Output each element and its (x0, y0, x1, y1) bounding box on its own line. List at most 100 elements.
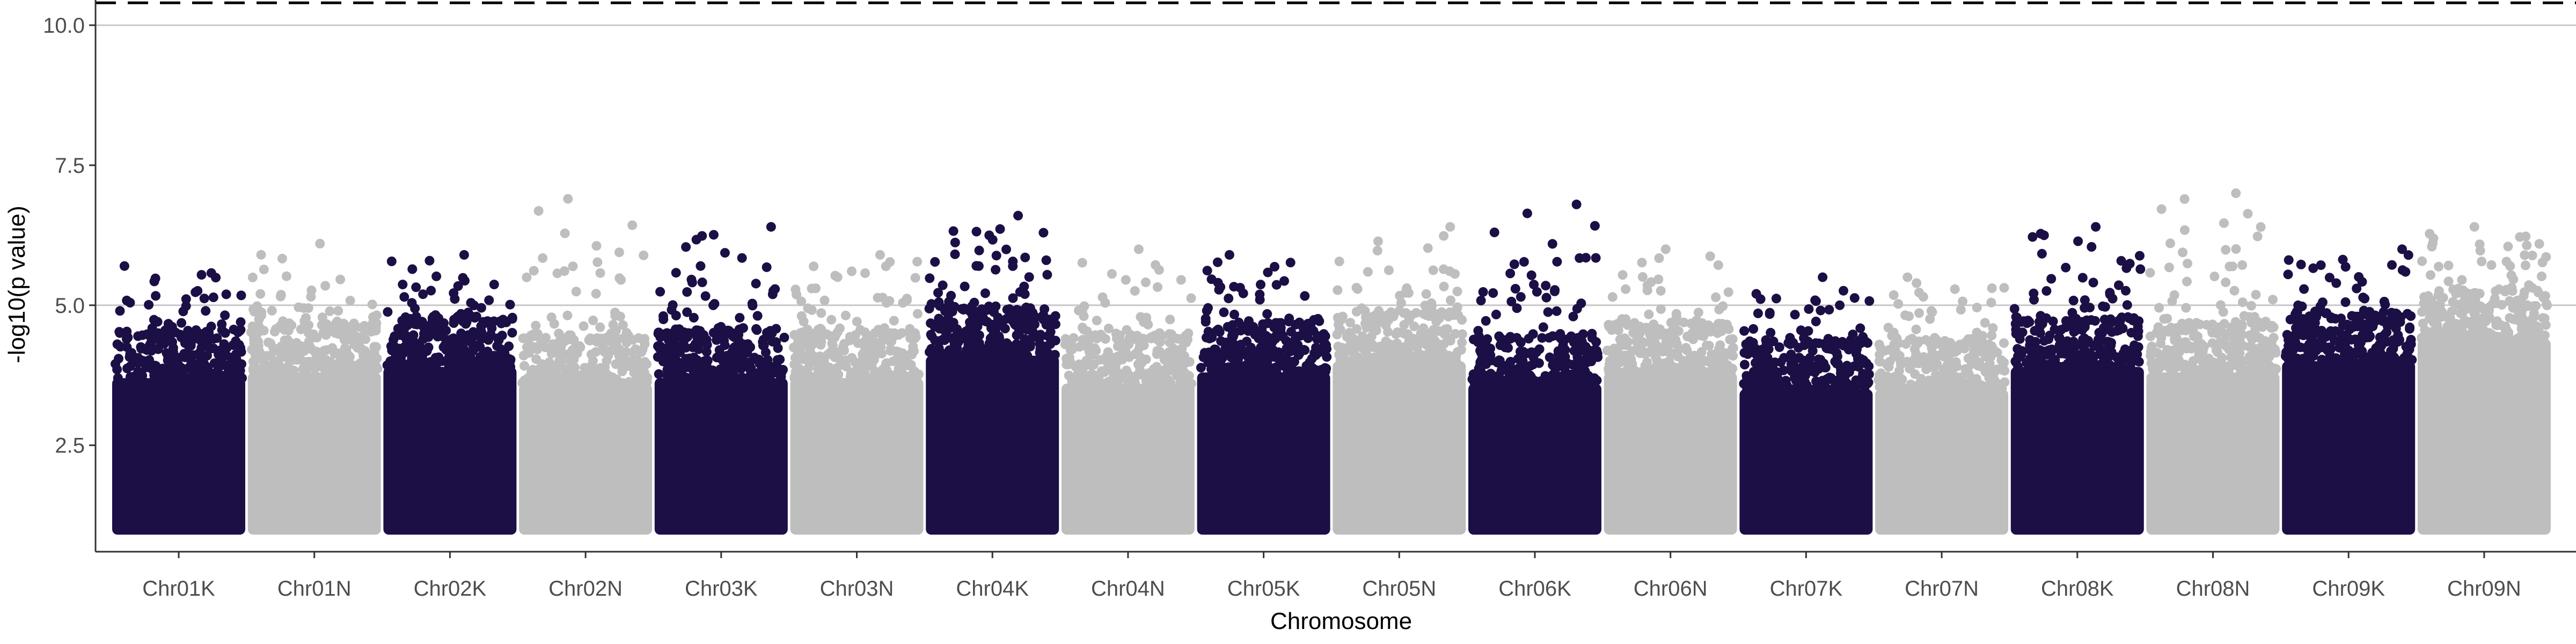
point (486, 330, 496, 340)
point (2089, 358, 2099, 368)
point (153, 344, 163, 354)
x-tick-label: Chr05K (1227, 577, 1300, 601)
point (1001, 244, 1011, 254)
point (386, 257, 397, 266)
dense-points-Chr01N (247, 372, 381, 535)
point (1352, 284, 1363, 294)
point (1103, 324, 1114, 334)
point (1267, 367, 1277, 377)
point (1140, 372, 1151, 382)
point (592, 257, 603, 267)
top-point-Chr06K (1571, 199, 1582, 209)
point (340, 354, 350, 364)
point (1950, 284, 1960, 294)
point (253, 336, 264, 347)
point (1839, 384, 1849, 394)
point (402, 345, 413, 355)
point (562, 310, 573, 320)
point (885, 336, 895, 347)
point (769, 365, 779, 375)
point (1696, 347, 1707, 357)
point (325, 306, 335, 316)
point (1176, 346, 1187, 356)
point (907, 348, 917, 357)
point (2121, 263, 2132, 273)
point (855, 325, 865, 335)
point (206, 321, 216, 332)
point (1581, 253, 1591, 263)
point (1607, 348, 1618, 358)
point (1262, 318, 1272, 328)
point (1213, 324, 1223, 334)
point (1604, 367, 1614, 377)
point (2457, 275, 2467, 285)
point (722, 328, 733, 338)
dense-points-Chr06K (1468, 383, 1601, 535)
point (1452, 287, 1462, 297)
point (304, 320, 314, 330)
point (2385, 320, 2395, 330)
point (1270, 334, 1280, 344)
point (2088, 277, 2098, 288)
point (2185, 367, 2195, 377)
point (1423, 243, 1433, 253)
point (1587, 352, 1597, 362)
point (1439, 231, 1449, 241)
point (371, 323, 381, 333)
point (752, 372, 762, 383)
point (2427, 241, 2437, 252)
point (454, 343, 464, 353)
point (2324, 355, 2334, 364)
point (1811, 317, 1821, 326)
point (1990, 367, 2000, 377)
point (1386, 311, 1396, 321)
point (233, 371, 243, 382)
point (1182, 370, 1192, 380)
point (1787, 366, 1797, 376)
point (404, 362, 414, 372)
point (1338, 356, 1348, 366)
point (2324, 273, 2334, 283)
point (1373, 236, 1383, 246)
point (1495, 355, 1505, 365)
point (1428, 325, 1438, 335)
point (1637, 258, 1647, 268)
point (532, 345, 543, 355)
point (1650, 323, 1660, 333)
point (789, 360, 800, 370)
point (877, 292, 888, 303)
point (1999, 283, 2009, 293)
point (2388, 335, 2398, 345)
point (819, 360, 829, 369)
point (2321, 308, 2331, 318)
dense-points-Chr08N (2146, 372, 2280, 535)
point (2178, 247, 2188, 258)
point (2471, 305, 2481, 316)
point (1221, 338, 1231, 347)
point (827, 339, 837, 348)
point (860, 268, 870, 278)
point (2235, 334, 2245, 345)
point (1835, 374, 1845, 384)
point (453, 281, 463, 291)
point (447, 354, 457, 364)
point (1963, 365, 1973, 375)
point (1399, 308, 1409, 318)
point (965, 317, 975, 327)
point (2439, 332, 2449, 342)
point (889, 316, 899, 326)
point (1739, 326, 1750, 336)
point (1739, 360, 1750, 370)
point (1081, 373, 1091, 383)
point (435, 317, 445, 327)
point (1791, 376, 1801, 386)
point (1132, 347, 1143, 357)
point (2448, 297, 2458, 307)
point (1814, 338, 1824, 348)
point (122, 326, 132, 336)
point (1183, 328, 1194, 338)
point (1509, 259, 1519, 269)
point (701, 335, 712, 345)
top-point-Chr07N (1902, 272, 1913, 282)
point (411, 282, 421, 292)
